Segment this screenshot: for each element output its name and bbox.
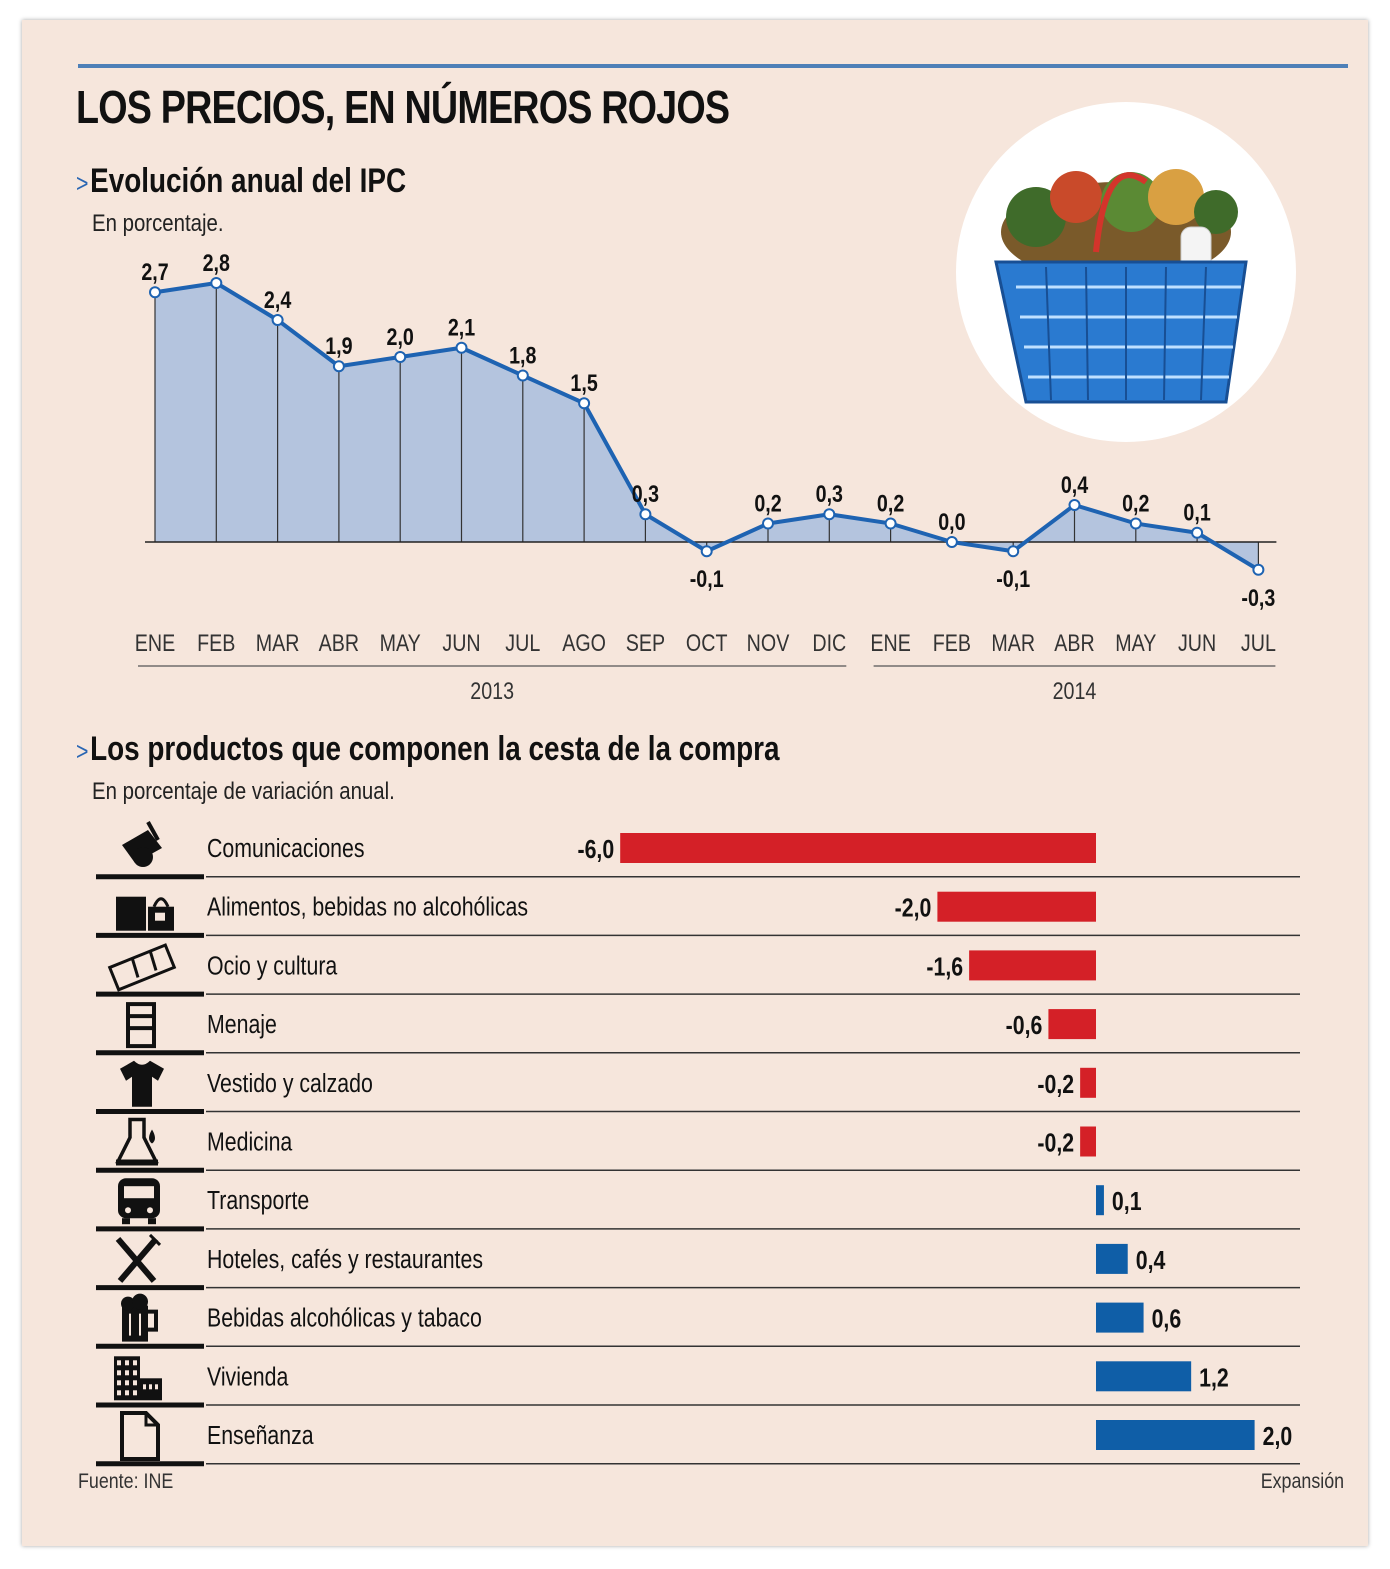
ipc-point [210,277,223,289]
section-products-subtitle: En porcentaje de variación anual. [92,778,395,805]
ipc-area-fill [155,283,1259,570]
ipc-point [1068,499,1081,511]
ipc-x-tick-label: ENE [870,629,910,656]
year-label: 2013 [470,677,514,704]
ipc-x-tick-label: ABR [1054,629,1094,656]
ipc-point [578,397,591,410]
ipc-x-tick-label: FEB [933,629,971,656]
ipc-x-tick-label: MAR [256,629,300,656]
ipc-x-tick-label: SEP [626,629,665,656]
section-ipc-title-text: Evolución anual del IPC [90,162,407,200]
ipc-point [945,536,958,548]
ipc-point [823,508,836,521]
ipc-x-tick-label: JUN [442,629,480,656]
ipc-data-label: 0,0 [938,508,965,535]
ipc-x-tick-label: OCT [686,629,728,656]
year-label: 2014 [1053,677,1097,704]
ipc-x-tick-label: MAY [1115,629,1156,656]
ipc-point [639,508,652,521]
ipc-point [516,369,529,382]
ipc-point [455,341,468,354]
ipc-data-label: 0,4 [1061,471,1089,498]
ipc-x-tick-label: NOV [747,629,790,656]
ipc-point [1129,517,1142,530]
header-rule [78,64,1348,68]
chevron-right-icon: > [76,168,89,198]
ipc-point [1252,563,1265,576]
ipc-point [332,360,345,373]
ipc-x-tick-label: AGO [562,629,606,656]
ipc-data-label: 0,2 [877,490,904,517]
ipc-x-tick-label: MAY [380,629,421,656]
page-title: LOS PRECIOS, EN NÚMEROS ROJOS [76,81,730,133]
ipc-data-label: -0,3 [1241,584,1275,611]
ipc-point [762,517,774,530]
ipc-data-label: 2,7 [141,258,168,285]
ipc-point [884,517,897,530]
ipc-point [271,314,284,326]
ipc-data-label: 1,8 [509,342,536,369]
ipc-point [1191,526,1204,539]
publisher-credit: Expansión [1260,1470,1344,1493]
ipc-x-tick-label: DIC [812,629,846,656]
section-products-title-text: Los productos que componen la cesta de l… [90,730,780,768]
ipc-data-label: 2,8 [203,249,230,276]
ipc-x-tick-label: JUL [1241,629,1276,656]
ipc-data-label: 0,2 [1122,490,1149,517]
chevron-right-icon: > [76,736,89,766]
shopping-basket-photo [956,102,1296,442]
ipc-data-label: 2,0 [387,323,414,350]
ipc-data-label: -0,1 [996,565,1030,592]
ipc-data-label: 0,1 [1183,499,1210,526]
shopping-basket-icon [994,169,1248,404]
ipc-x-tick-label: ABR [319,629,359,656]
ipc-data-label: 0,2 [754,490,781,517]
ipc-data-label: 1,9 [325,332,352,359]
ipc-data-label: 1,5 [570,369,597,396]
ipc-data-label: 2,1 [448,314,475,341]
ipc-x-tick-label: JUN [1178,629,1216,656]
ipc-point [1007,545,1020,558]
section-ipc-title: >Evolución anual del IPC [76,162,406,201]
ipc-data-label: 0,3 [632,480,659,507]
ipc-data-label: -0,1 [690,565,724,592]
ipc-x-tick-label: MAR [991,629,1035,656]
ipc-point [149,286,161,299]
section-ipc-subtitle: En porcentaje. [92,210,224,237]
section-products-title: >Los productos que componen la cesta de … [76,730,780,769]
ipc-data-label: 0,3 [816,480,843,507]
ipc-x-tick-label: FEB [197,629,235,656]
source-note: Fuente: INE [78,1470,174,1493]
ipc-point [394,351,407,363]
ipc-x-tick-label: JUL [505,629,540,656]
ipc-data-label: 2,4 [264,286,292,313]
ipc-point [700,545,713,558]
ipc-line-chart: 2,7 2,8 2,4 1,9 2,0 2,1 1,8 1,5 0,3 -0,1 0,2 0,3 0,2… [135,249,1277,704]
ipc-x-tick-label: ENE [135,629,175,656]
